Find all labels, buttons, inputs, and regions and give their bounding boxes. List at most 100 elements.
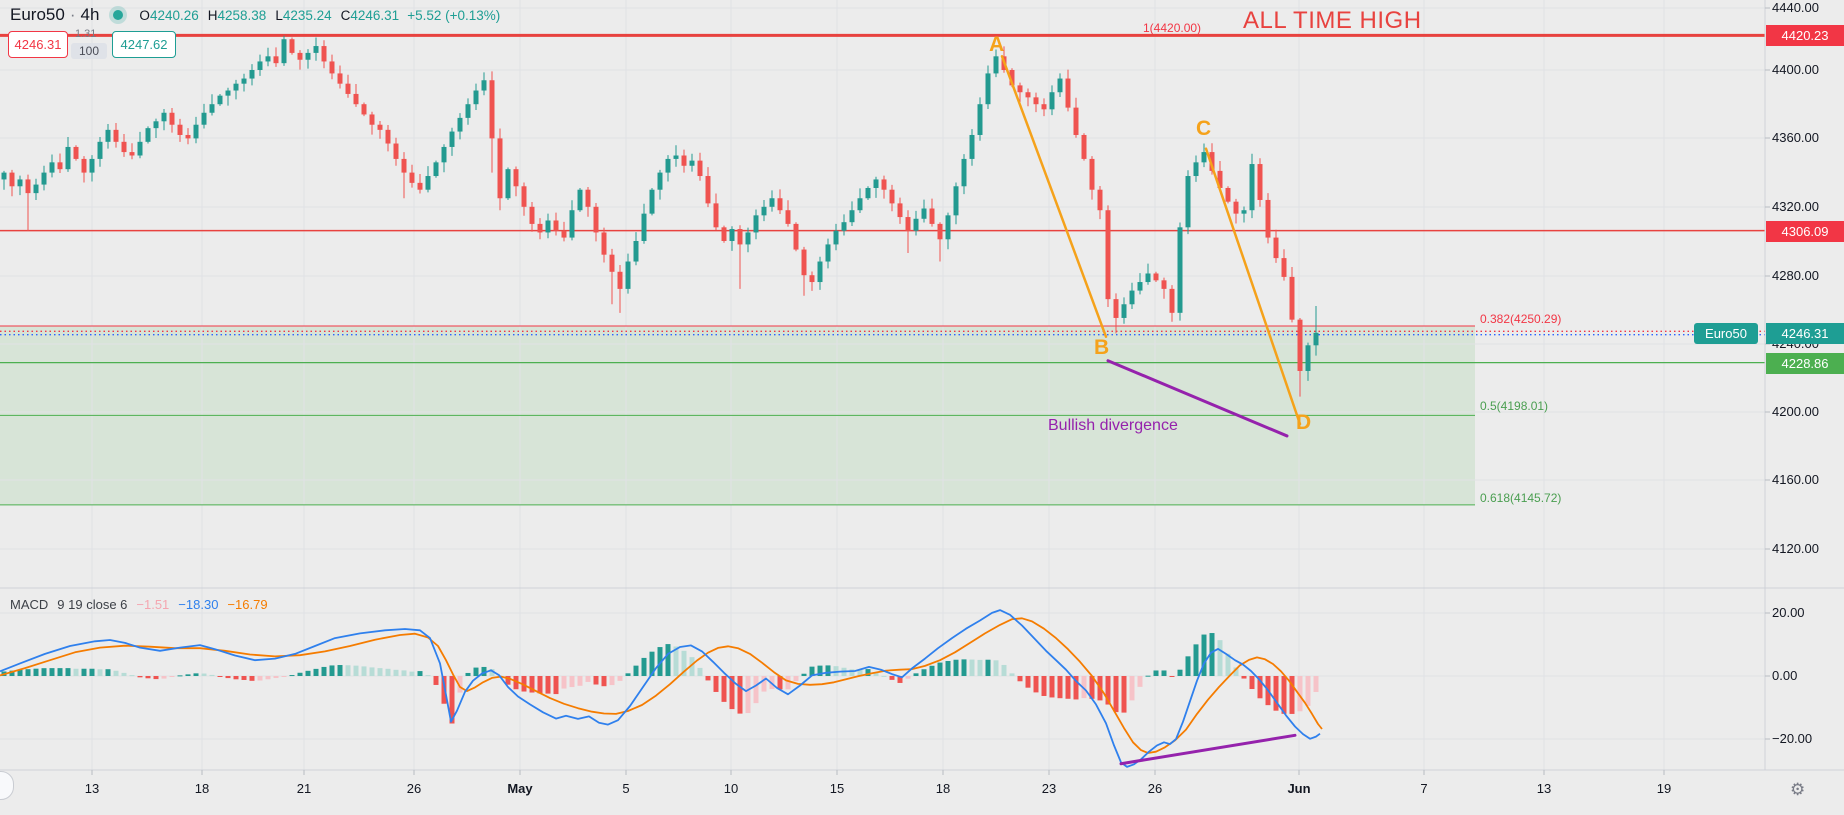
- symbol-title[interactable]: Euro50: [10, 5, 65, 24]
- candle-body: [833, 230, 839, 245]
- candle-body: [697, 160, 703, 177]
- pattern-trend-line[interactable]: [1204, 147, 1302, 426]
- macd-histogram-bar: [1169, 676, 1175, 677]
- candle-body: [641, 213, 647, 241]
- macd-histogram-bar: [873, 672, 879, 676]
- candle-body: [593, 206, 599, 233]
- price-axis-label: 4360.00: [1772, 130, 1819, 145]
- candle-body: [81, 158, 87, 173]
- candle-body: [401, 158, 407, 173]
- time-axis-label[interactable]: 10: [723, 781, 739, 796]
- price-divergence-trendline[interactable]: [1106, 359, 1289, 438]
- pattern-point-a[interactable]: A: [989, 33, 1005, 56]
- macd-histogram-bar: [969, 659, 975, 676]
- macd-title[interactable]: MACD: [10, 597, 49, 612]
- candle-body: [377, 124, 383, 130]
- candle-body: [1169, 288, 1175, 313]
- time-axis-label[interactable]: 26: [406, 781, 422, 796]
- macd-histogram-bar: [9, 670, 15, 676]
- macd-divergence-trendline[interactable]: [1119, 733, 1297, 766]
- buy-order-label[interactable]: 4247.62: [112, 31, 176, 58]
- macd-histogram-bar: [265, 676, 271, 680]
- candle-body: [1201, 152, 1207, 163]
- candle-body: [729, 229, 735, 241]
- candle-body: [521, 186, 527, 207]
- candle-body: [977, 104, 983, 135]
- candle-body: [1049, 92, 1055, 110]
- all-time-high-text[interactable]: ALL TIME HIGH: [1243, 7, 1422, 34]
- interval-selector[interactable]: 4h: [80, 5, 100, 24]
- candle-body: [1065, 78, 1071, 108]
- candle-body: [985, 73, 991, 105]
- macd-histogram-bar: [945, 661, 951, 676]
- ohlc-item: O4240.26: [139, 7, 199, 23]
- time-axis-label[interactable]: 13: [84, 781, 100, 796]
- candle-body: [905, 217, 911, 231]
- candle-body: [9, 172, 15, 187]
- bullish-divergence-text[interactable]: Bullish divergence: [1048, 417, 1178, 434]
- price-axis-label: 4400.00: [1772, 62, 1819, 77]
- macd-histogram-bar: [353, 665, 359, 676]
- candle-body: [25, 179, 31, 194]
- macd-histogram-bar: [1017, 676, 1023, 682]
- symbol-price-badge[interactable]: Euro50: [1694, 322, 1758, 344]
- time-axis-label[interactable]: May: [507, 781, 533, 796]
- candle-body: [425, 176, 431, 190]
- macd-histogram-bar: [753, 676, 759, 704]
- candle-body: [1217, 170, 1223, 188]
- macd-histogram-bar: [1305, 676, 1311, 706]
- time-axis-label[interactable]: 13: [1536, 781, 1552, 796]
- time-axis-label[interactable]: 7: [1420, 781, 1428, 796]
- macd-histogram-bar: [281, 676, 287, 677]
- time-axis-label[interactable]: 26: [1147, 781, 1163, 796]
- time-axis-label[interactable]: 5: [622, 781, 630, 796]
- macd-histogram-bar: [961, 659, 967, 676]
- time-axis-label[interactable]: 18: [194, 781, 210, 796]
- time-axis-label[interactable]: 21: [296, 781, 312, 796]
- pattern-point-c[interactable]: C: [1196, 117, 1212, 140]
- time-axis-label[interactable]: 15: [829, 781, 845, 796]
- candle-body: [969, 134, 975, 159]
- macd-histogram-bar: [673, 646, 679, 676]
- spread-value: 1.31: [75, 28, 97, 40]
- candle-body: [793, 223, 799, 250]
- macd-histogram-bar: [569, 676, 575, 688]
- macd-histogram-bar: [161, 676, 167, 679]
- sell-order-label[interactable]: 4246.31: [8, 31, 68, 58]
- pattern-point-d[interactable]: D: [1296, 411, 1312, 434]
- time-axis-label[interactable]: 18: [935, 781, 951, 796]
- macd-histogram-bar: [817, 665, 823, 676]
- macd-histogram-bar: [425, 675, 431, 677]
- macd-histogram-bar: [1289, 676, 1295, 714]
- time-axis-label[interactable]: 19: [1656, 781, 1672, 796]
- macd-histogram-bar: [545, 676, 551, 694]
- candle-body: [649, 189, 655, 214]
- price-axis-badge: 4306.09: [1766, 220, 1844, 242]
- macd-histogram-bar: [721, 676, 727, 702]
- time-axis-label[interactable]: Jun: [1287, 781, 1311, 796]
- quantity-badge[interactable]: 100: [71, 43, 108, 59]
- timezone-settings-icon[interactable]: ⚙: [1790, 780, 1806, 800]
- macd-histogram-bar: [169, 676, 175, 677]
- macd-histogram-bar: [305, 670, 311, 676]
- candle-body: [737, 229, 743, 245]
- macd-histogram-bar: [129, 675, 135, 677]
- macd-histogram-bar: [601, 676, 607, 687]
- macd-histogram-bar: [937, 662, 943, 676]
- price-axis-label: 4320.00: [1772, 199, 1819, 214]
- candle-body: [297, 52, 303, 60]
- candle-body: [841, 222, 847, 231]
- pattern-trend-line[interactable]: [1000, 55, 1108, 339]
- candle-body: [1153, 273, 1159, 281]
- pattern-point-b[interactable]: B: [1094, 336, 1110, 359]
- macd-histogram-bar: [905, 676, 911, 679]
- macd-histogram-bar: [105, 669, 111, 676]
- macd-histogram-bar: [441, 676, 447, 704]
- macd-histogram-bar: [729, 676, 735, 710]
- candle-body: [1305, 345, 1311, 371]
- price-axis-label: 4280.00: [1772, 268, 1819, 283]
- price-axis-badge: 4228.86: [1766, 352, 1844, 374]
- time-axis-label[interactable]: 23: [1041, 781, 1057, 796]
